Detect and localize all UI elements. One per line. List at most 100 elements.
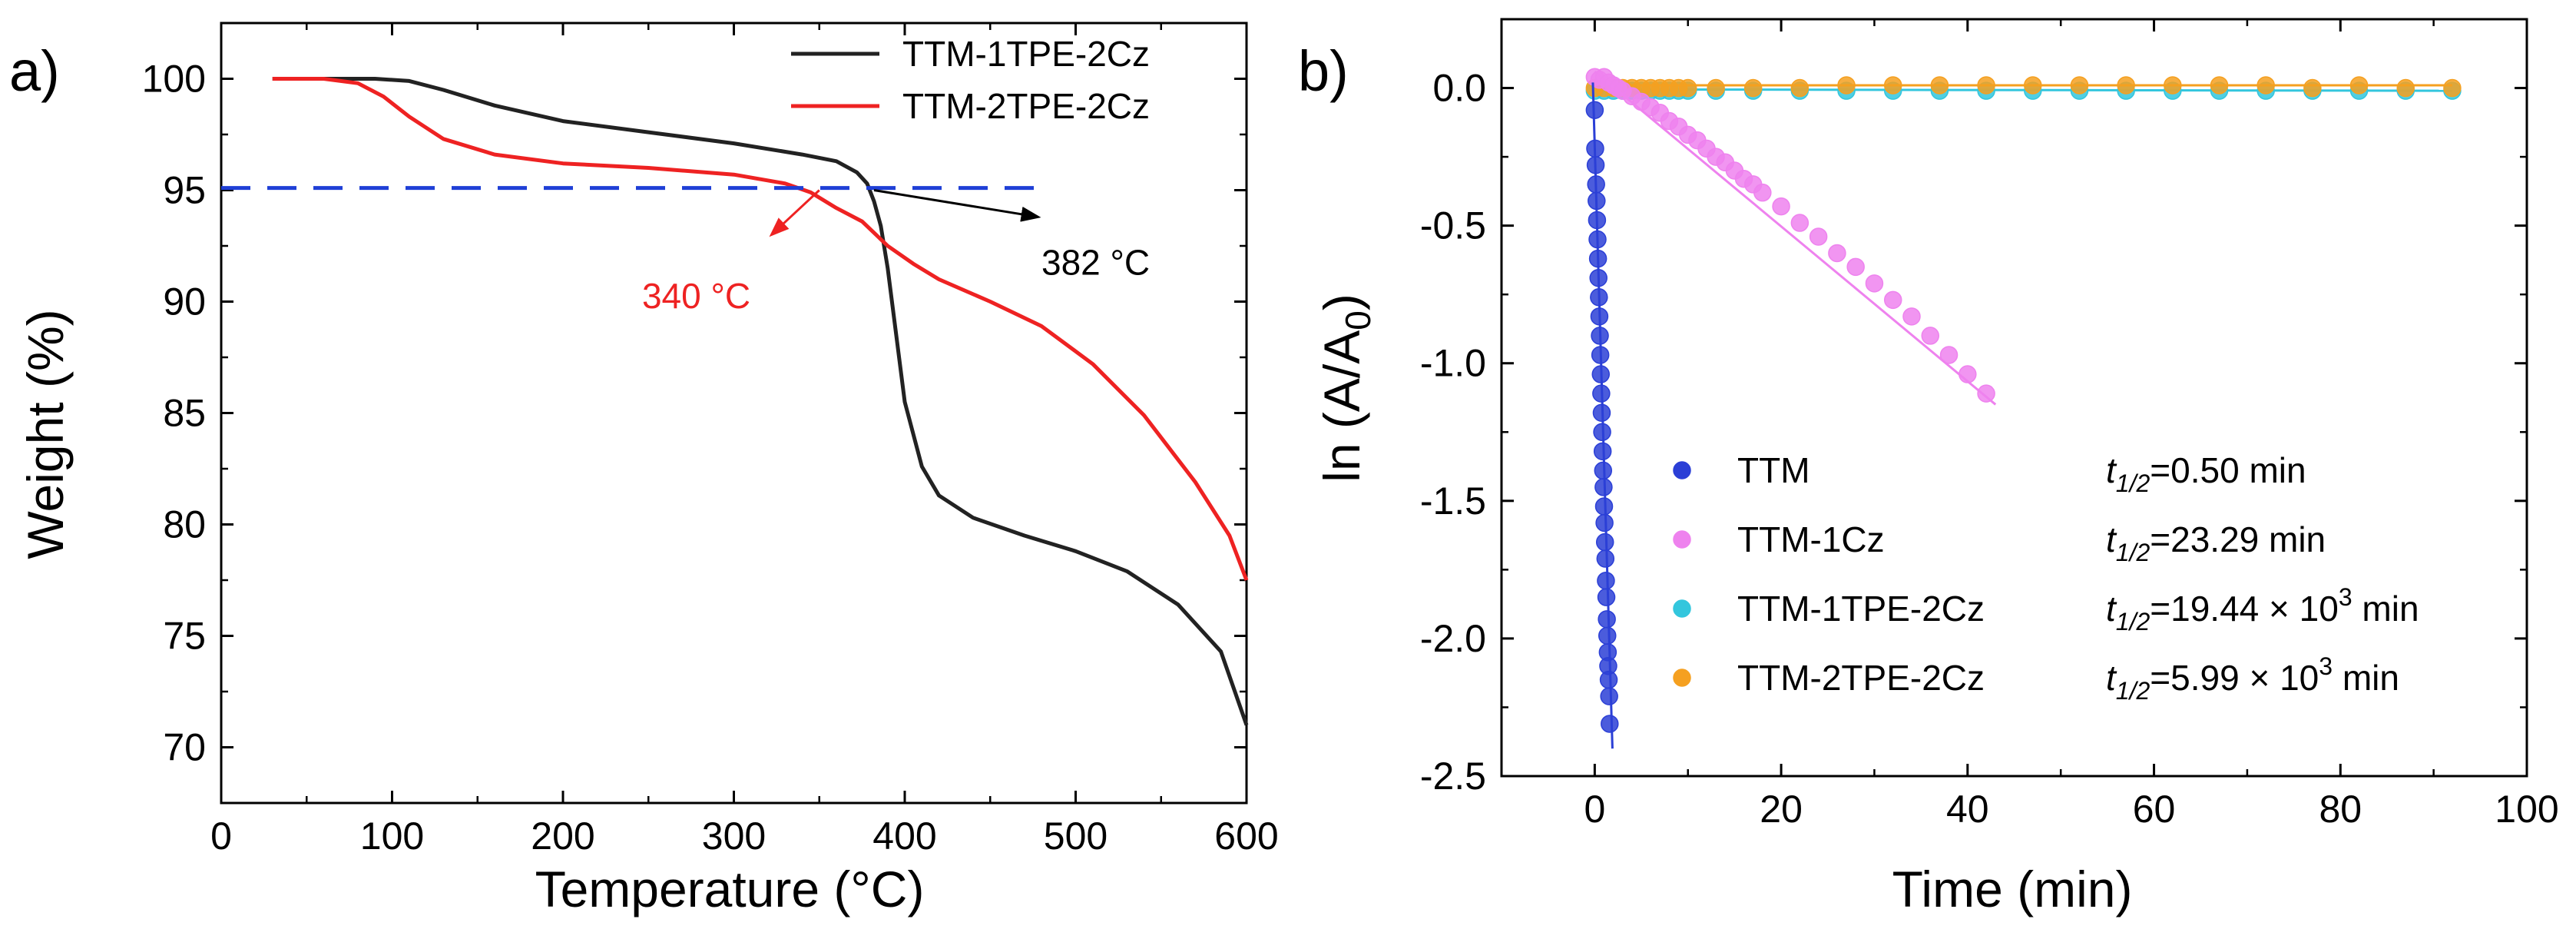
data-point-ttm xyxy=(1597,571,1615,590)
panel-a-x-tick-label: 300 xyxy=(702,815,766,858)
panel-b-label: b) xyxy=(1298,39,1349,103)
thalf-value: =23.29 min xyxy=(2150,519,2326,559)
panel-a-legend: TTM-1TPE-2Cz TTM-2TPE-2Cz xyxy=(791,34,1150,126)
panel-a-x-tick-label: 400 xyxy=(872,815,936,858)
legend-thalf-ttm-1tpe-2cz: t1/2=19.44 × 103 min xyxy=(2106,583,2419,635)
panel-a-plot-frame xyxy=(220,22,1248,805)
data-point-ttm-1cz xyxy=(1958,365,1977,383)
panel-b-plot-frame xyxy=(1500,18,2528,778)
thalf-symbol: t xyxy=(2106,589,2117,629)
series-ttm-2tpe-2cz xyxy=(1585,76,2462,98)
panel-a-x-tick-label: 500 xyxy=(1044,815,1108,858)
data-point-ttm-2tpe-2cz xyxy=(1883,76,1902,95)
data-point-ttm-2tpe-2cz xyxy=(2070,76,2089,95)
panel-a-x-tick-label: 200 xyxy=(531,815,594,858)
panel-a-y-axis-label: Weight (%) xyxy=(17,309,74,559)
panel-b-x-tick-label: 0 xyxy=(1584,788,1605,831)
data-point-ttm xyxy=(1593,442,1612,461)
panel-b-y-tick-label: -2.0 xyxy=(1420,617,1486,660)
panel-b-x-tick-label: 80 xyxy=(2319,788,2362,831)
panel-b-series xyxy=(1585,68,2462,749)
panel-b-x-tick-label: 100 xyxy=(2495,788,2558,831)
data-point-ttm-1cz xyxy=(1977,384,1995,403)
annotation-arrow-382 xyxy=(873,189,1041,222)
panel-b-y-tick-label: -2.5 xyxy=(1420,755,1486,798)
thalf-exponent: 3 xyxy=(2319,652,2333,680)
thalf-unit: min xyxy=(2353,589,2419,629)
data-point-ttm-1cz xyxy=(1939,346,1958,364)
data-point-ttm-2tpe-2cz xyxy=(2396,78,2415,98)
data-point-ttm xyxy=(1590,288,1608,307)
data-point-ttm xyxy=(1591,365,1611,383)
thalf-symbol: t xyxy=(2106,658,2117,698)
fit-line-ttm-1cz xyxy=(1594,70,1997,406)
data-point-ttm-1cz xyxy=(1846,257,1865,277)
panel-a-y-tick-label: 100 xyxy=(142,58,206,101)
data-point-ttm xyxy=(1588,211,1607,230)
thalf-unit: min xyxy=(2333,658,2399,698)
data-point-ttm xyxy=(1586,139,1604,158)
data-point-ttm-2tpe-2cz xyxy=(2349,76,2369,95)
annotation-text-340-c: 340 °C xyxy=(642,276,750,316)
panel-b-x-tick-label: 60 xyxy=(2133,788,2176,831)
panel-a-label: a) xyxy=(9,39,60,103)
panel-b-kinetics-chart: b) 0 20 40 60 80 100 0.0 -0.5 -1.0 -1.5 -2.0 -2.5 T… xyxy=(1298,18,2559,917)
legend-marker-ttm xyxy=(1673,461,1691,479)
legend-label-ttm-1cz: TTM-1Cz xyxy=(1737,519,1885,559)
data-point-ttm xyxy=(1587,175,1605,194)
data-point-ttm-1cz xyxy=(1809,227,1828,246)
panel-a-y-tick-label: 75 xyxy=(163,615,206,658)
panel-b-y-tick-label: -1.5 xyxy=(1420,479,1486,523)
panel-a-x-tick-label: 100 xyxy=(360,815,424,858)
legend-thalf-ttm-2tpe-2cz: t1/2=5.99 × 103 min xyxy=(2106,652,2399,705)
data-point-ttm-1cz xyxy=(1753,183,1772,202)
thalf-symbol: t xyxy=(2106,450,2117,490)
data-point-ttm-1cz xyxy=(1902,307,1921,326)
legend-label-ttm: TTM xyxy=(1737,450,1810,490)
panel-a-annotations: 340 °C 382 °C xyxy=(642,189,1150,316)
data-point-ttm xyxy=(1594,497,1614,516)
data-point-ttm-2tpe-2cz xyxy=(2117,76,2135,95)
panel-b-x-tick-label: 40 xyxy=(1946,788,1989,831)
panel-a-x-tick-label: 600 xyxy=(1214,815,1278,858)
panel-b-x-axis-label: Time (min) xyxy=(1892,861,2133,917)
data-point-ttm xyxy=(1588,191,1606,211)
panel-a-axes: 0 100 200 300 400 500 600 70 75 80 85 90 95 100 xyxy=(142,22,1279,858)
data-point-ttm-2tpe-2cz xyxy=(1977,76,1995,95)
data-point-ttm xyxy=(1598,626,1617,645)
thalf-subscript: 1/2 xyxy=(2116,608,2151,635)
data-point-ttm xyxy=(1585,101,1604,119)
panel-a-y-tick-label: 85 xyxy=(163,392,206,435)
data-point-ttm-2tpe-2cz xyxy=(1743,78,1763,98)
series-line-ttm-1tpe-2cz xyxy=(272,77,1249,726)
data-point-ttm-2tpe-2cz xyxy=(1707,78,1725,98)
data-point-ttm-2tpe-2cz xyxy=(2210,76,2229,95)
data-point-ttm xyxy=(1598,610,1616,629)
data-point-ttm-2tpe-2cz xyxy=(2024,76,2042,95)
panel-a-y-tick-label: 70 xyxy=(163,726,206,769)
panel-a-y-tick-label: 95 xyxy=(163,169,206,212)
legend-marker-ttm-1tpe-2cz xyxy=(1673,599,1691,618)
data-point-ttm xyxy=(1586,156,1605,174)
annotation-arrow-340 xyxy=(769,189,820,237)
legend-label-ttm-1tpe-2cz: TTM-1TPE-2Cz xyxy=(1737,589,1985,629)
legend-marker-ttm-2tpe-2cz xyxy=(1673,669,1691,687)
data-point-ttm-2tpe-2cz xyxy=(2164,76,2182,95)
thalf-symbol: t xyxy=(2106,519,2117,559)
panel-b-y-tick-label: 0.0 xyxy=(1432,67,1486,110)
panel-b-y-tick-label: -0.5 xyxy=(1420,204,1486,247)
legend-label-ttm-2tpe-2cz: TTM-2TPE-2Cz xyxy=(902,86,1150,126)
data-point-ttm-2tpe-2cz xyxy=(1678,78,1697,98)
legend-label-ttm-1tpe-2cz: TTM-1TPE-2Cz xyxy=(902,34,1150,74)
series-ttm xyxy=(1585,82,1619,749)
data-point-ttm xyxy=(1597,588,1616,606)
data-point-ttm-1cz xyxy=(1790,214,1809,232)
data-point-ttm xyxy=(1601,715,1619,733)
data-point-ttm xyxy=(1592,403,1611,422)
legend-thalf-ttm: t1/2=0.50 min xyxy=(2106,450,2306,497)
panel-b-x-tick-label: 20 xyxy=(1760,788,1803,831)
data-point-ttm-2tpe-2cz xyxy=(1790,78,1809,98)
data-point-ttm-2tpe-2cz xyxy=(2443,78,2462,98)
